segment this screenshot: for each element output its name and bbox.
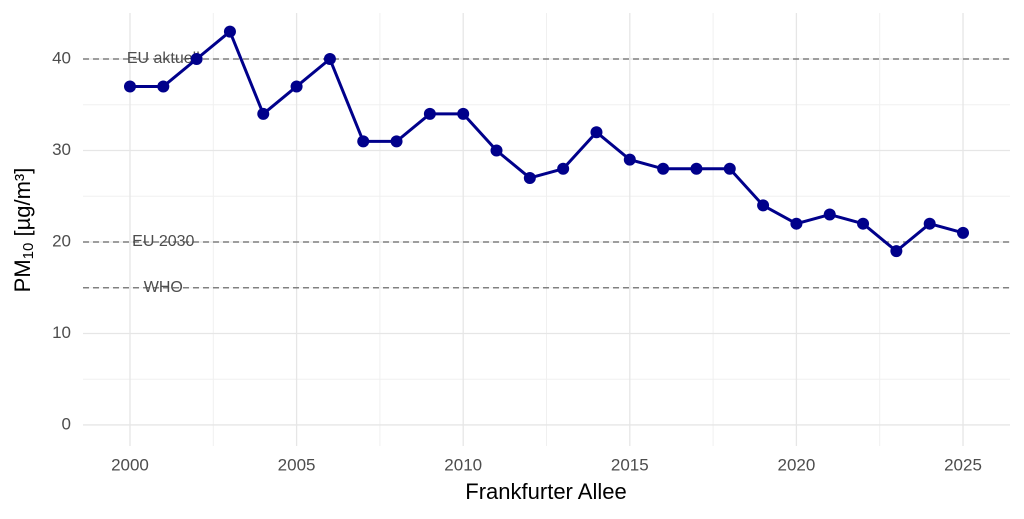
y-tick-label: 30 [52, 140, 71, 159]
data-point [490, 144, 503, 157]
y-title-sub: 10 [20, 243, 37, 260]
data-point [523, 171, 536, 184]
reference-label: EU aktuell [127, 50, 200, 67]
data-point [357, 135, 370, 148]
data-point [590, 126, 603, 139]
x-tick-label: 2000 [111, 455, 149, 474]
data-point [890, 245, 903, 258]
y-title-main: PM [10, 259, 35, 292]
data-point [190, 53, 203, 66]
data-point [423, 107, 436, 120]
y-title-unit: [µg/m³] [10, 168, 35, 243]
data-point [923, 217, 936, 230]
data-point [790, 217, 803, 230]
data-point [623, 153, 636, 166]
reference-label: EU 2030 [132, 233, 194, 250]
x-tick-label: 2025 [944, 455, 982, 474]
data-point [657, 162, 670, 175]
data-point [223, 25, 236, 38]
data-point [857, 217, 870, 230]
x-tick-label: 2010 [444, 455, 482, 474]
data-point [557, 162, 570, 175]
y-tick-label: 40 [52, 49, 71, 68]
data-point [390, 135, 403, 148]
data-point [957, 226, 970, 239]
x-tick-label: 2015 [611, 455, 649, 474]
data-point [457, 107, 470, 120]
y-tick-label: 0 [62, 414, 71, 433]
data-point [823, 208, 836, 221]
data-point [257, 107, 270, 120]
y-axis-title: PM10 [µg/m³] [10, 168, 37, 293]
data-point [690, 162, 703, 175]
data-point [290, 80, 303, 93]
x-axis-title: Frankfurter Allee [465, 479, 626, 504]
x-tick-label: 2005 [278, 455, 316, 474]
data-point [757, 199, 770, 212]
y-tick-label: 10 [52, 323, 71, 342]
reference-label: WHO [144, 279, 183, 296]
data-point [323, 53, 336, 66]
data-point [723, 162, 736, 175]
x-tick-label: 2020 [777, 455, 815, 474]
data-point [123, 80, 136, 93]
y-tick-label: 20 [52, 231, 71, 250]
data-point [157, 80, 170, 93]
